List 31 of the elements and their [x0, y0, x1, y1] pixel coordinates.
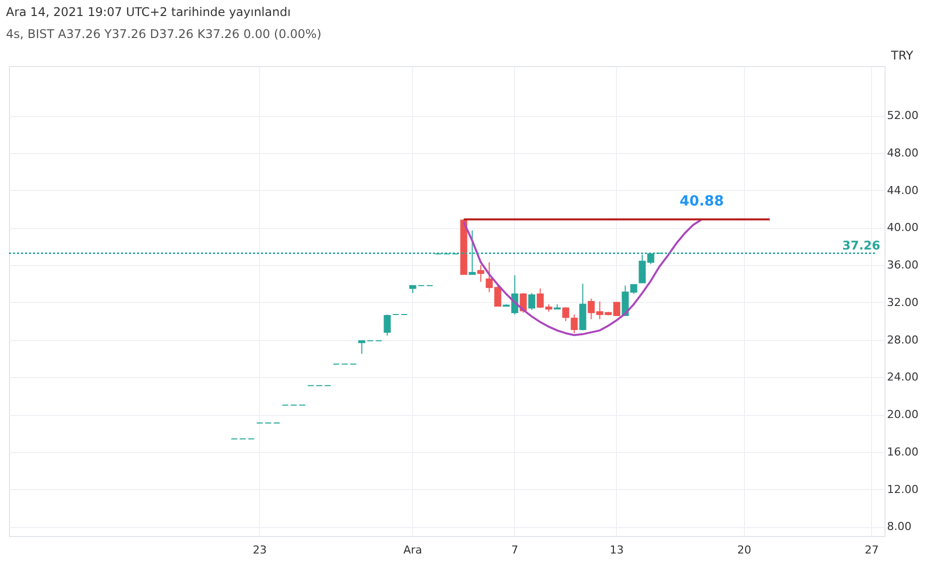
candlestick: [384, 314, 391, 336]
candlestick: [358, 340, 366, 354]
x-tick-label: 27: [864, 544, 879, 556]
y-tick-label: 12.00: [887, 482, 918, 496]
y-tick-label: 40.00: [887, 221, 918, 234]
y-tick-label: 20.00: [887, 408, 918, 422]
y-tick-label: 48.00: [887, 146, 918, 160]
ref-line-label: 37.26: [842, 238, 880, 252]
y-tick-label: 28.00: [887, 333, 918, 346]
x-tick-label: 7: [511, 544, 518, 556]
x-tick-label: 13: [610, 544, 624, 556]
chart-subtitle: 4s, BIST A37.26 Y37.26 D37.26 K37.26 0.00 (0.00%): [6, 27, 322, 41]
y-tick-label: 16.00: [887, 445, 918, 458]
x-tick-label: 23: [252, 544, 267, 556]
y-tick-label: 52.00: [887, 109, 918, 122]
y-axis-title: TRY: [890, 48, 914, 62]
x-tick-label: Ara: [403, 544, 422, 556]
y-tick-label: 36.00: [887, 258, 918, 272]
y-tick-label: 32.00: [887, 296, 918, 309]
chart-title: Ara 14, 2021 19:07 UTC+2 tarihinde yayınlandı: [6, 5, 291, 19]
candlestick: [562, 306, 570, 322]
y-tick-label: 24.00: [887, 370, 918, 384]
data-label: 40.88: [680, 193, 724, 210]
y-tick-label: 8.00: [887, 520, 912, 534]
candlestick: [520, 292, 527, 314]
candlestick: [570, 314, 578, 334]
x-tick-label: 20: [737, 544, 752, 556]
y-tick-label: 44.00: [887, 184, 918, 197]
candlestick: [528, 292, 536, 310]
line-series: [462, 218, 703, 336]
candlestick: [477, 264, 484, 282]
